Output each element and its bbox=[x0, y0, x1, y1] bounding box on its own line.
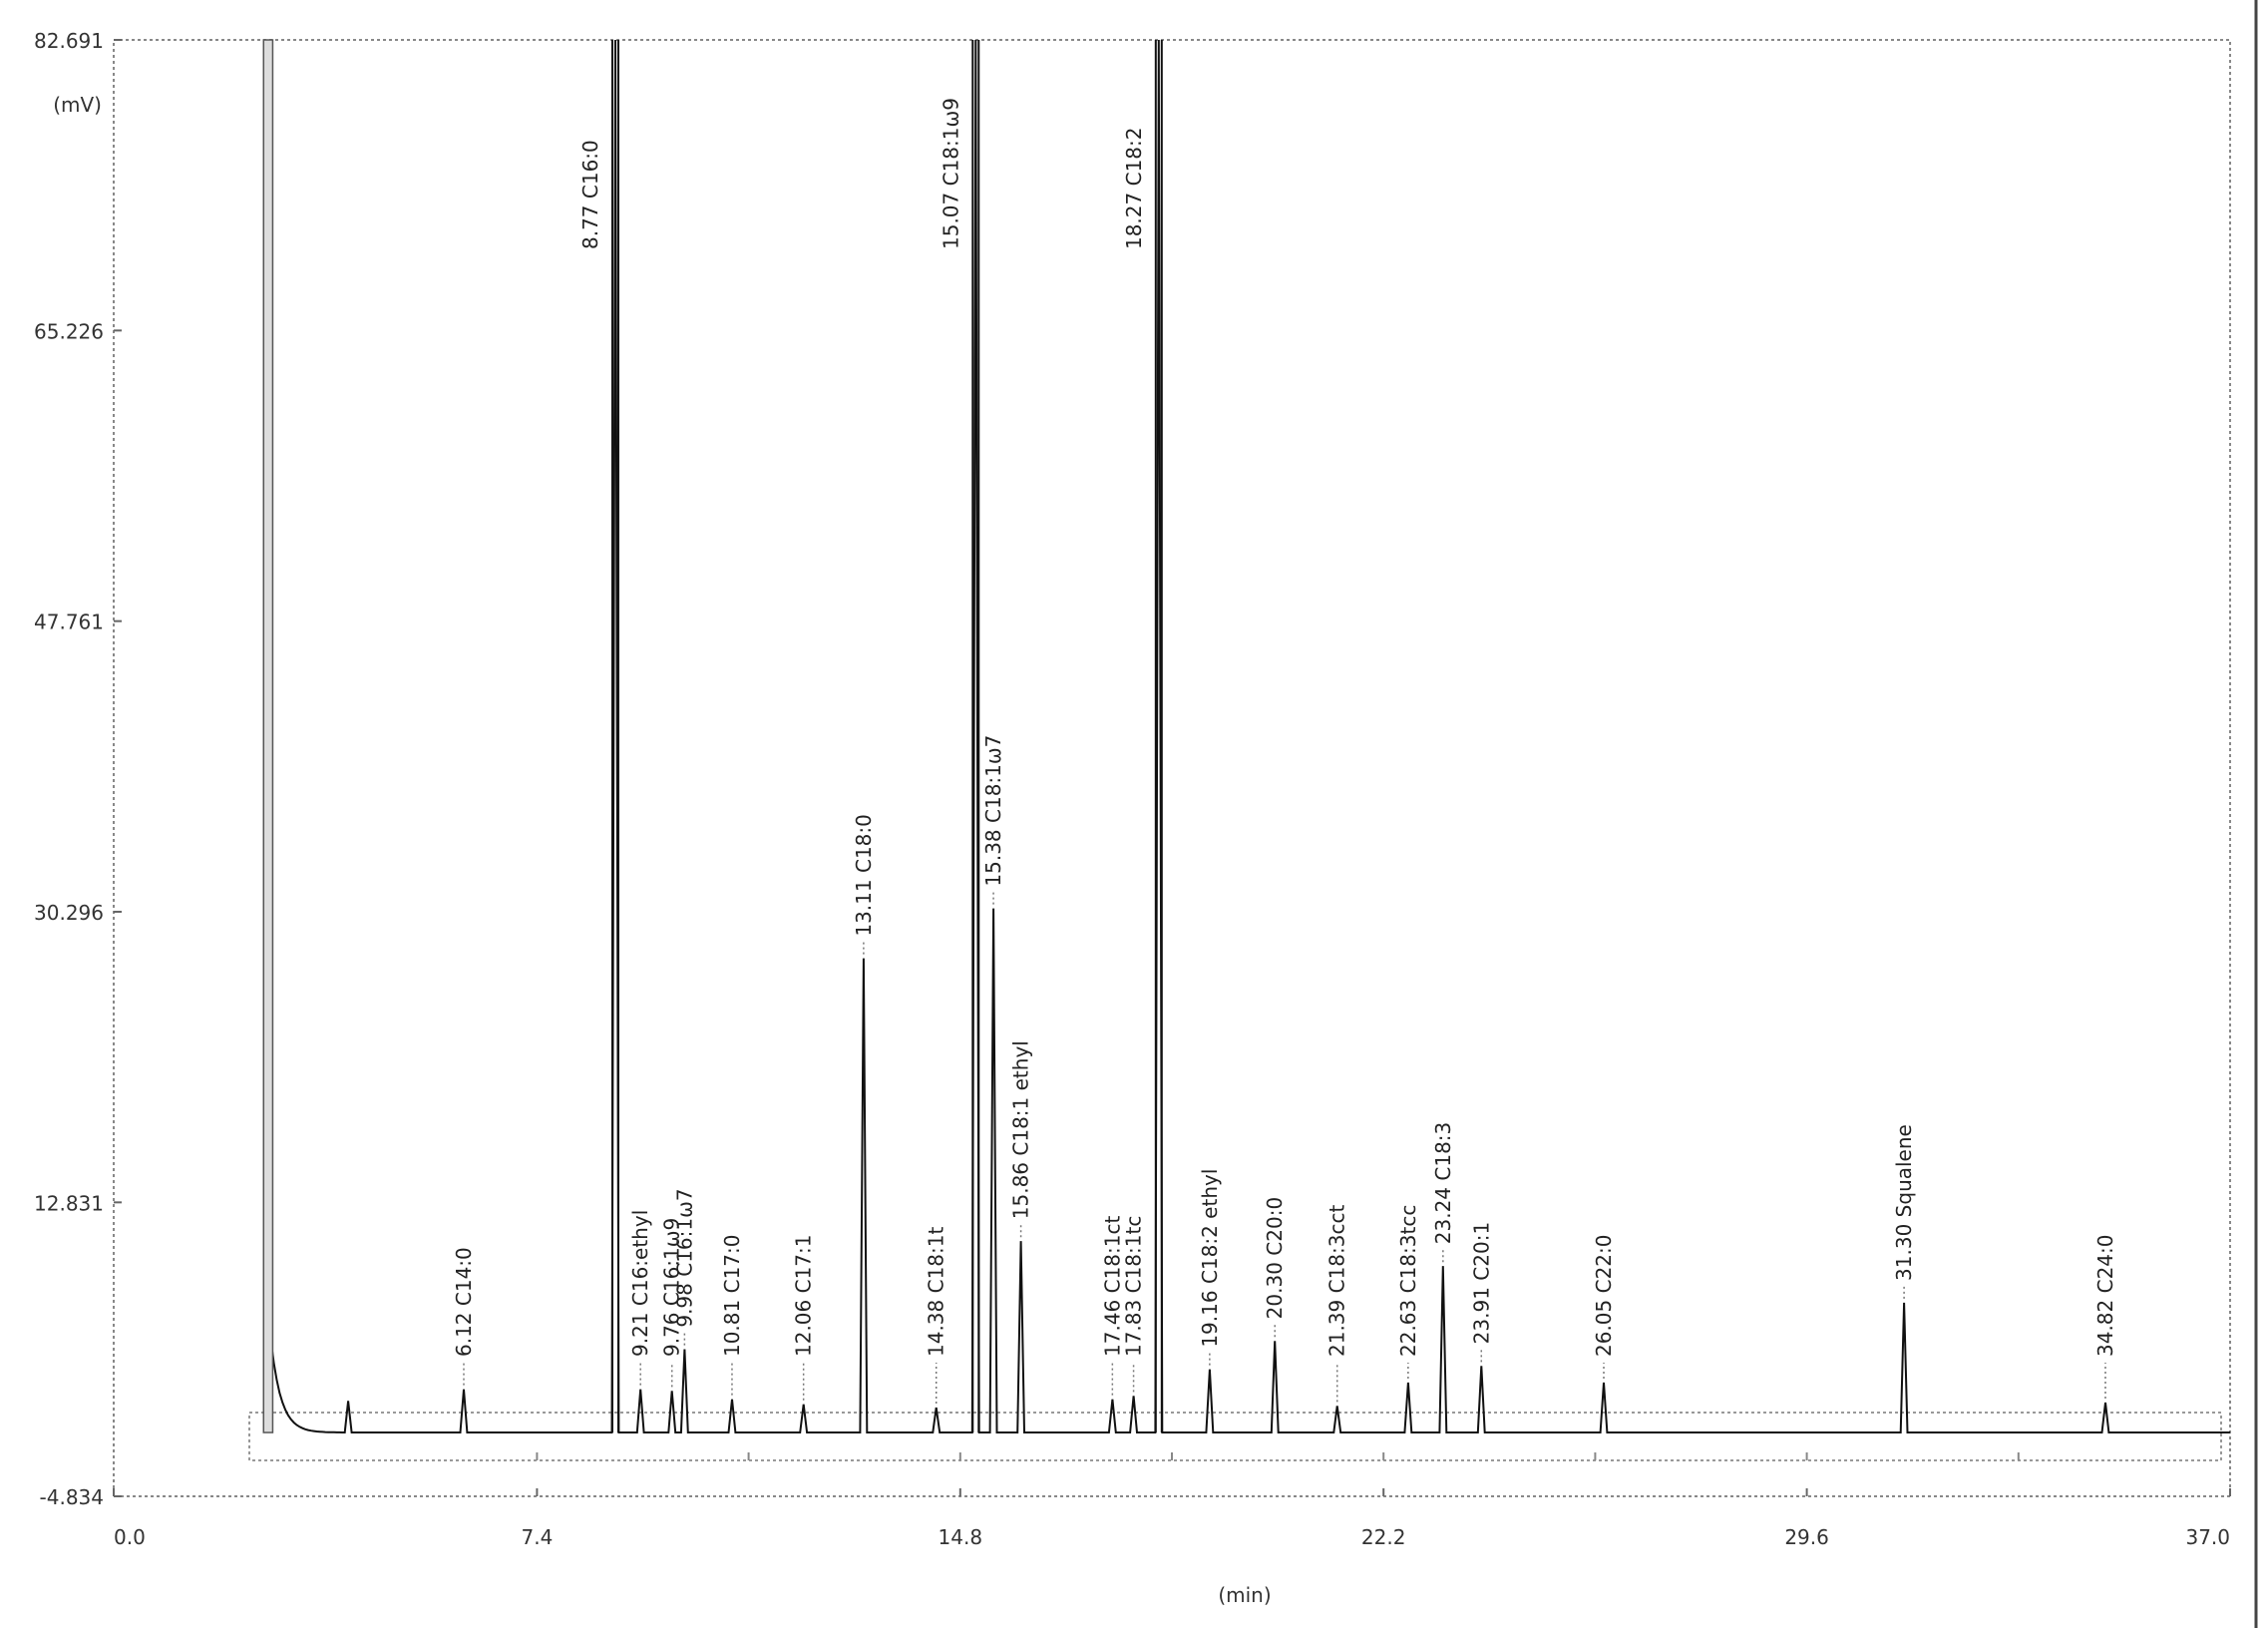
peak-label: 23.91 C20:1 bbox=[1469, 1222, 1493, 1345]
peak-label: 20.30 C20:0 bbox=[1263, 1197, 1287, 1320]
peak-label: 31.30 Squalene bbox=[1892, 1124, 1916, 1281]
y-tick-label: 30.296 bbox=[34, 901, 104, 925]
chromatogram-trace bbox=[269, 39, 2230, 1433]
peak-label: 15.86 C18:1 ethyl bbox=[1009, 1040, 1033, 1219]
peak-label: 21.39 C18:3cct bbox=[1325, 1205, 1349, 1357]
plot-frame bbox=[113, 39, 2231, 1497]
y-tick-label: 65.226 bbox=[34, 319, 104, 343]
peak-label: 15.07 C18:1ω9 bbox=[939, 98, 962, 249]
peak-label: 17.46 C18:1ct bbox=[1100, 1216, 1124, 1357]
x-tick-label: 29.6 bbox=[1784, 1525, 1829, 1549]
peak-label: 18.27 C18:2 bbox=[1122, 128, 1146, 250]
x-tick-label: 7.4 bbox=[521, 1525, 553, 1549]
x-tick-label: 37.0 bbox=[2185, 1525, 2230, 1549]
peak-label: 8.77 C16:0 bbox=[578, 140, 602, 249]
peak-label: 6.12 C14:0 bbox=[452, 1247, 476, 1357]
peak-label: 9.21 C16:ethyl bbox=[628, 1210, 652, 1357]
solvent-peak bbox=[262, 39, 274, 1433]
peak-label: 9.76 C16:1ω9 bbox=[660, 1218, 684, 1357]
peak-label: 26.05 C22:0 bbox=[1592, 1235, 1616, 1358]
y-tick-label: 82.691 bbox=[34, 29, 104, 53]
peak-label: 15.38 C18:1ω7 bbox=[981, 735, 1005, 887]
peak-label: 34.82 C24:0 bbox=[2093, 1235, 2117, 1358]
x-tick-label: 22.2 bbox=[1361, 1525, 1406, 1549]
y-tick-label: 47.761 bbox=[34, 610, 104, 634]
peak-label: 12.06 C17:1 bbox=[792, 1235, 816, 1358]
peak-label: 14.38 C18:1t bbox=[925, 1227, 948, 1357]
peak-label: 13.11 C18:0 bbox=[852, 814, 876, 937]
peak-label: 19.16 C18:2 ethyl bbox=[1198, 1169, 1222, 1348]
peak-label: 17.83 C18:1tc bbox=[1122, 1216, 1146, 1357]
peak-label: 10.81 C17:0 bbox=[720, 1235, 744, 1358]
peak-label: 23.24 C18:3 bbox=[1431, 1122, 1455, 1245]
peaks-layer: 6.12 C14:0 8.77 C16:0 9.21 C16:ethyl 9.76 C… bbox=[262, 39, 2230, 1433]
inner-box bbox=[248, 1412, 2222, 1461]
peak-label: 9.98 C16:1ω7 bbox=[672, 1188, 696, 1327]
x-tick-label: 0.0 bbox=[114, 1525, 146, 1549]
x-tick-label: 14.8 bbox=[939, 1525, 983, 1549]
y-axis-unit: (mV) bbox=[53, 93, 102, 117]
y-tick-label: 12.831 bbox=[34, 1191, 104, 1215]
y-axis: 82.691 65.226 47.761 30.296 12.831 -4.834 bbox=[34, 29, 122, 1509]
peak-label: 22.63 C18:3tcc bbox=[1396, 1205, 1420, 1357]
x-axis: 0.0 7.4 14.8 22.2 29.6 37.0 bbox=[113, 1452, 2231, 1549]
x-axis-label: (min) bbox=[1218, 1583, 1271, 1607]
y-tick-label: -4.834 bbox=[40, 1485, 104, 1509]
